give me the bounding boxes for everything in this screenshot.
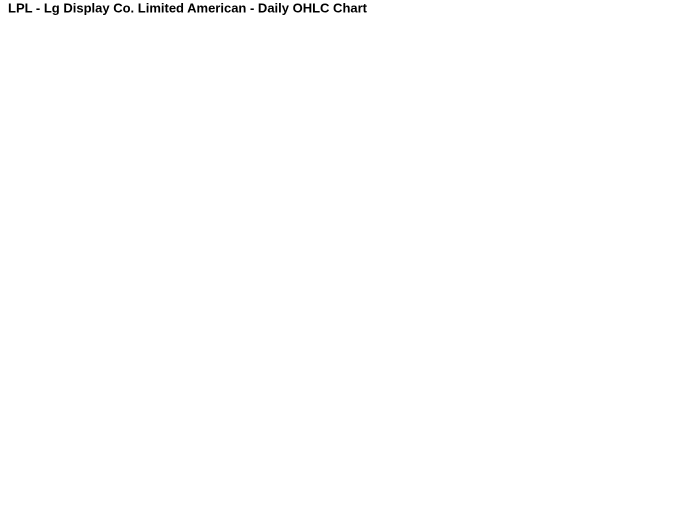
chart-title: LPL - Lg Display Co. Limited American - … — [8, 0, 368, 15]
